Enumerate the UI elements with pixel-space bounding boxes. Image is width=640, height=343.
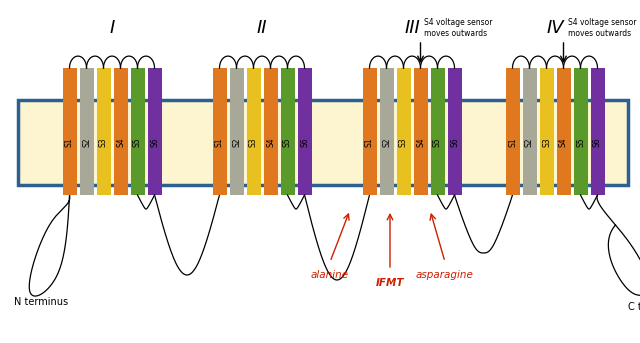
Text: S4: S4 [559, 138, 568, 147]
Text: S4: S4 [416, 138, 425, 147]
Text: S1: S1 [365, 138, 374, 147]
Text: III: III [404, 19, 420, 37]
Text: S6: S6 [450, 138, 459, 147]
Text: S1: S1 [65, 138, 74, 147]
Text: S6: S6 [593, 138, 602, 147]
Text: S4: S4 [266, 138, 275, 147]
Bar [397, 68, 410, 195]
Bar [298, 68, 312, 195]
Bar [212, 68, 227, 195]
Bar [113, 68, 127, 195]
Text: S3: S3 [99, 138, 108, 147]
Text: S4: S4 [116, 138, 125, 147]
Text: C terminus: C terminus [627, 302, 640, 312]
Bar [522, 68, 536, 195]
Text: S1: S1 [215, 138, 224, 147]
Text: N terminus: N terminus [15, 297, 68, 307]
Text: alanine: alanine [311, 270, 349, 280]
Bar [246, 68, 260, 195]
Bar [63, 68, 77, 195]
Text: S5: S5 [433, 138, 442, 147]
Text: IV: IV [546, 19, 564, 37]
Text: S5: S5 [576, 138, 585, 147]
Bar [280, 68, 294, 195]
Bar [591, 68, 605, 195]
Bar [230, 68, 243, 195]
Bar [131, 68, 145, 195]
Bar [413, 68, 428, 195]
Text: S4 voltage sensor
moves outwards: S4 voltage sensor moves outwards [568, 18, 636, 38]
Text: S1: S1 [508, 138, 517, 147]
Bar [506, 68, 520, 195]
Bar [97, 68, 111, 195]
Text: S3: S3 [542, 138, 551, 147]
Bar [18, 100, 628, 185]
Bar [380, 68, 394, 195]
Text: S2: S2 [232, 138, 241, 147]
Bar [431, 68, 445, 195]
Text: S3: S3 [399, 138, 408, 147]
Bar [147, 68, 161, 195]
Text: S5: S5 [133, 138, 142, 147]
Text: S4 voltage sensor
moves outwards: S4 voltage sensor moves outwards [424, 18, 493, 38]
Text: I: I [109, 19, 115, 37]
Text: IFMT: IFMT [376, 278, 404, 288]
Bar [79, 68, 93, 195]
Text: S2: S2 [82, 138, 91, 147]
Text: S3: S3 [249, 138, 258, 147]
Text: II: II [257, 19, 268, 37]
Text: S2: S2 [525, 138, 534, 147]
Bar [540, 68, 554, 195]
Text: S5: S5 [283, 138, 292, 147]
Bar [573, 68, 588, 195]
Bar [447, 68, 461, 195]
Bar [264, 68, 278, 195]
Text: S2: S2 [382, 138, 391, 147]
Bar [557, 68, 570, 195]
Text: S6: S6 [150, 138, 159, 147]
Text: asparagine: asparagine [416, 270, 474, 280]
Bar [362, 68, 376, 195]
Text: S6: S6 [300, 138, 309, 147]
